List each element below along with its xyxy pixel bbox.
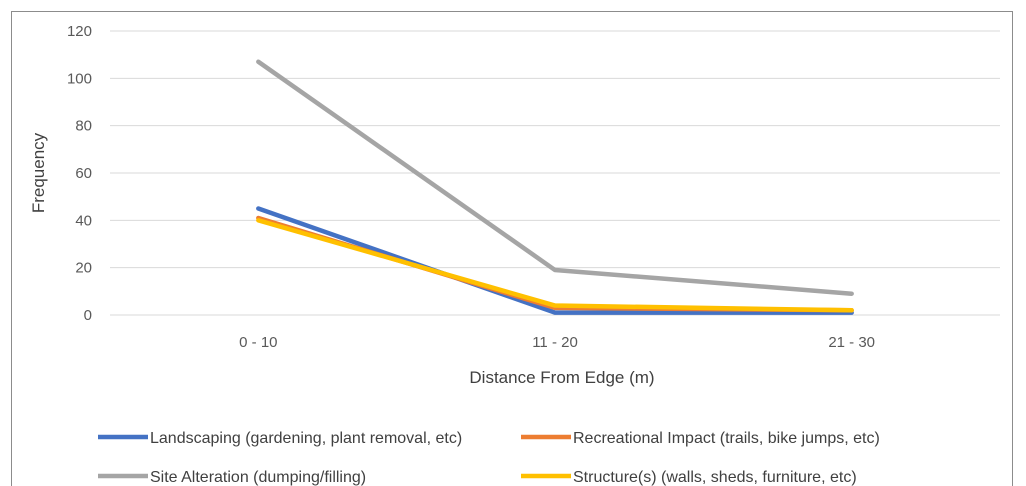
y-axis-ticks: 0 20 40 60 80 100 120 — [67, 23, 92, 324]
y-tick-label: 100 — [67, 70, 92, 87]
series-line-1 — [256, 215, 854, 313]
legend-label: Site Alteration (dumping/filling) — [150, 469, 366, 486]
legend: Landscaping (gardening, plant removal, e… — [98, 430, 880, 486]
y-tick-label: 60 — [75, 165, 92, 182]
y-axis-title: Frequency — [29, 132, 48, 213]
y-tick-label: 20 — [75, 260, 92, 277]
y-tick-label: 80 — [75, 118, 92, 135]
x-tick-label: 0 - 10 — [239, 334, 277, 351]
x-axis-ticks: 0 - 10 11 - 20 21 - 30 — [239, 334, 875, 351]
series-line-2 — [256, 59, 854, 296]
y-tick-label: 0 — [84, 307, 92, 324]
legend-label: Recreational Impact (trails, bike jumps,… — [573, 430, 880, 447]
series-line-3 — [256, 218, 854, 313]
legend-item: Structure(s) (walls, sheds, furniture, e… — [521, 469, 857, 486]
y-tick-label: 40 — [75, 212, 92, 229]
legend-label: Landscaping (gardening, plant removal, e… — [150, 430, 462, 447]
legend-item: Recreational Impact (trails, bike jumps,… — [521, 430, 880, 447]
gridlines — [110, 30, 1000, 316]
chart-frame — [11, 11, 1013, 486]
legend-item: Landscaping (gardening, plant removal, e… — [98, 430, 462, 447]
series-line-0 — [256, 206, 854, 315]
legend-item: Site Alteration (dumping/filling) — [98, 469, 366, 486]
x-axis-title: Distance From Edge (m) — [469, 368, 654, 387]
x-tick-label: 11 - 20 — [532, 334, 578, 351]
legend-label: Structure(s) (walls, sheds, furniture, e… — [573, 469, 857, 486]
y-tick-label: 120 — [67, 23, 92, 40]
series-lines — [256, 59, 854, 315]
x-tick-label: 21 - 30 — [828, 334, 875, 351]
